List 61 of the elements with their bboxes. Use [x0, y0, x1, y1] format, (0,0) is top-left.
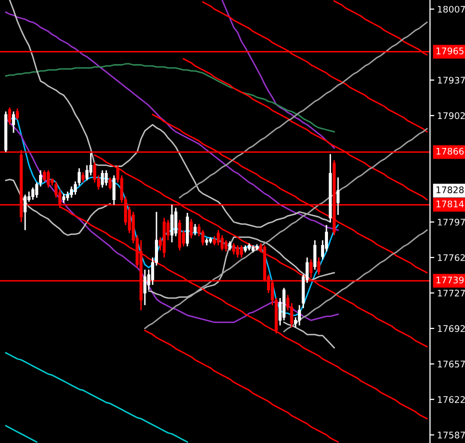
y-tick-label: 17692 — [438, 325, 465, 332]
ref-line-label: 17739 — [436, 276, 464, 284]
y-tick-label: 17937 — [438, 76, 465, 84]
candlestick — [228, 240, 232, 252]
line-series — [5, 352, 188, 443]
candlestick — [108, 176, 112, 190]
ref-line-label: 17866 — [436, 148, 464, 155]
y-tick-label: 17762 — [438, 254, 465, 262]
ref-line-label: 17965 — [436, 47, 464, 54]
line-series — [283, 229, 428, 332]
y-tick-label: 17657 — [438, 360, 465, 368]
candlestick — [16, 108, 19, 120]
y-tick-label: 17622 — [438, 396, 465, 403]
candlestick — [298, 304, 301, 326]
candlestick — [143, 268, 146, 306]
line-series — [144, 330, 339, 443]
candlestick — [170, 204, 174, 243]
candlestick — [93, 162, 96, 184]
candlestick — [201, 229, 204, 246]
candlestick — [46, 170, 50, 188]
line-series — [5, 63, 335, 132]
line-series — [144, 128, 428, 330]
line-series — [178, 22, 428, 198]
candlestick — [42, 170, 46, 182]
candlestick — [31, 186, 34, 200]
text: 17828 — [436, 186, 464, 194]
y-tick-label: 17727 — [438, 290, 465, 296]
candlestick — [220, 234, 224, 252]
line-series — [221, 0, 335, 149]
candlestick — [309, 258, 313, 278]
line-series — [5, 178, 111, 236]
candlestick — [70, 186, 73, 198]
candlestick — [82, 172, 85, 184]
candlestick — [12, 110, 16, 134]
candlestick — [216, 229, 220, 246]
candlestick — [190, 218, 193, 239]
candlestick — [336, 176, 340, 216]
candlestick — [66, 190, 70, 202]
y-tick-label: 17902 — [438, 112, 465, 120]
y-tick-label: 17587 — [438, 432, 465, 438]
y-tick-label: 17797 — [438, 218, 465, 226]
y-tick-label: 18007 — [438, 6, 465, 13]
candlestick — [313, 240, 316, 270]
candlestick — [174, 207, 178, 237]
candlestick — [62, 192, 66, 204]
candlestick — [224, 240, 228, 252]
candlestick — [317, 256, 320, 276]
candlestick — [100, 170, 104, 188]
line-series — [5, 425, 38, 443]
candlestick — [24, 194, 27, 231]
ref-line-label: 17814 — [436, 200, 464, 208]
line-series — [283, 322, 335, 348]
line-series — [148, 236, 335, 299]
candlestick — [8, 106, 12, 126]
candlestick — [112, 174, 116, 206]
candlestick — [194, 223, 197, 236]
candlestick — [104, 170, 108, 186]
candlestick — [236, 244, 240, 258]
candlestick — [232, 242, 236, 256]
candlestick — [240, 244, 243, 258]
candlestick — [89, 152, 92, 176]
